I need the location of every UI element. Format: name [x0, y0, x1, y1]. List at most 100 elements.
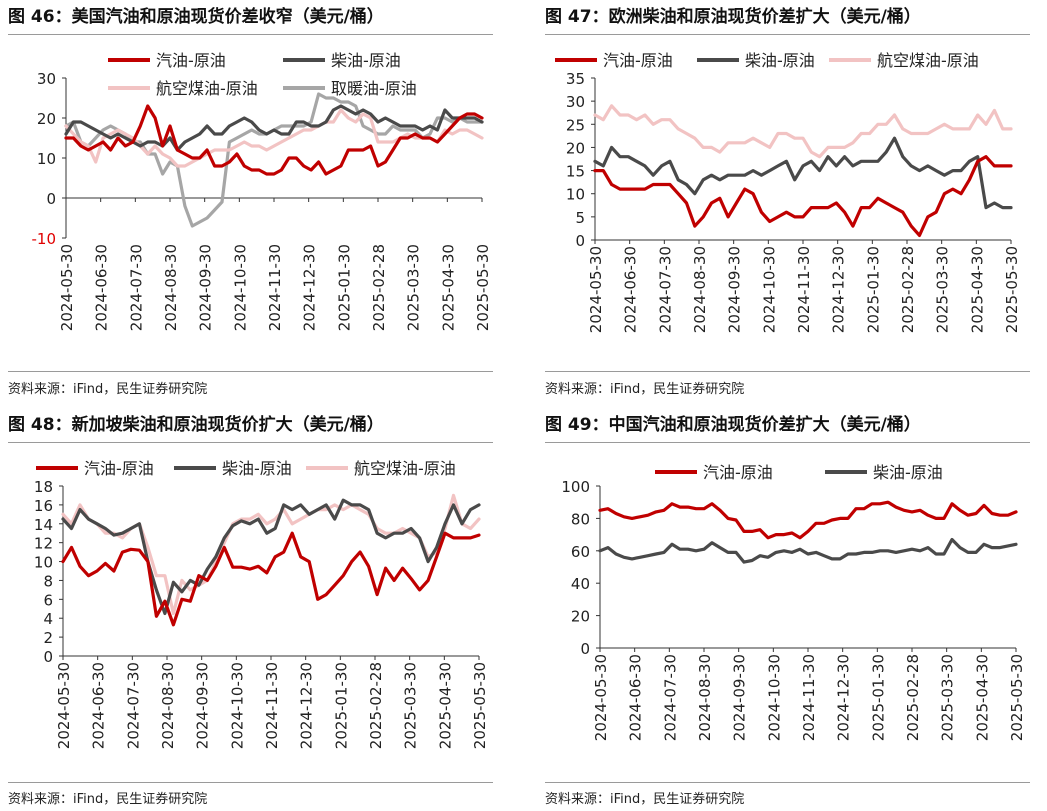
- chart-title: 图 49：中国汽油和原油现货价差扩大（美元/桶）: [545, 415, 921, 435]
- x-tick-label: 2024-09-30: [731, 654, 749, 741]
- x-tick-label: 2024-08-30: [696, 654, 714, 741]
- source-divider: [545, 371, 1030, 372]
- x-tick-label: 2024-12-30: [298, 662, 316, 749]
- source-note: 资料来源：iFind，民生证券研究院: [8, 382, 208, 397]
- y-tick-label: 10: [34, 554, 53, 572]
- chart-panel-48: 图 48：新加坡柴油和原油现货价扩大（美元/桶） 0 2 4 6 8 10 12 14 16 18…: [8, 408, 493, 811]
- legend-label: 航空煤油-原油: [877, 51, 979, 70]
- series-line-0: [61, 531, 481, 627]
- x-tick-label: 2024-11-30: [266, 244, 284, 331]
- x-tick-label: 2025-01-30: [332, 662, 350, 749]
- y-tick-label: -10: [32, 230, 57, 248]
- x-tick-label: 2025-01-30: [335, 244, 353, 331]
- chart-49-svg: 0 20 40 60 80 100 2024-05-30 2024-06-30 2024-07-…: [561, 463, 1026, 741]
- x-tick-label: 2024-12-30: [301, 244, 319, 331]
- x-tick-label: 2024-08-30: [691, 246, 709, 333]
- legend-label: 航空煤油-原油: [156, 79, 258, 98]
- x-tick-label: 2024-12-30: [835, 654, 853, 741]
- legend-label: 取暖油-原油: [331, 79, 417, 98]
- title-divider: [545, 34, 1030, 35]
- x-tick-label: 2025-03-30: [939, 654, 957, 741]
- chart-panel-49: 图 49：中国汽油和原油现货价差扩大（美元/桶） 0 20 40 60 80 100 202…: [545, 408, 1030, 811]
- x-tick-label: 2024-11-30: [795, 246, 813, 333]
- x-tick-label: 2025-05-30: [474, 244, 492, 331]
- title-divider: [8, 442, 493, 443]
- x-tick-label: 2024-07-30: [661, 654, 679, 741]
- y-tick-label: 2: [43, 629, 53, 647]
- chart-title: 图 47：欧洲柴油和原油现货价差扩大（美元/桶）: [545, 7, 921, 27]
- x-tick-label: 2025-05-30: [471, 662, 489, 749]
- legend-label: 汽油-原油: [84, 459, 154, 478]
- legend-label: 柴油-原油: [222, 459, 292, 478]
- y-tick-label: 80: [571, 510, 590, 528]
- y-tick-label: 40: [571, 575, 590, 593]
- y-tick-label: 0: [580, 640, 590, 658]
- x-tick-label: 2024-10-30: [231, 244, 249, 331]
- x-tick-label: 2025-02-28: [904, 654, 922, 741]
- legend-label: 柴油-原油: [873, 463, 943, 482]
- source-divider: [545, 782, 1030, 783]
- source-divider: [8, 371, 493, 372]
- x-tick-label: 2024-09-30: [726, 246, 744, 333]
- x-tick-label: 2025-05-30: [1003, 246, 1021, 333]
- x-tick-label: 2024-08-30: [162, 244, 180, 331]
- x-tick-label: 2024-08-30: [159, 662, 177, 749]
- x-tick-label: 2025-02-28: [367, 662, 385, 749]
- series-line-3: [64, 92, 484, 228]
- series-line-2: [593, 104, 1013, 159]
- x-tick-label: 2024-12-30: [830, 246, 848, 333]
- x-tick-label: 2024-11-30: [263, 662, 281, 749]
- source-note: 资料来源：iFind，民生证券研究院: [8, 792, 208, 807]
- x-tick-label: 2025-04-30: [968, 246, 986, 333]
- x-tick-label: 2025-04-30: [973, 654, 991, 741]
- x-tick-label: 2024-05-30: [55, 662, 73, 749]
- chart-title: 图 46：美国汽油和原油现货价差收窄（美元/桶）: [8, 7, 384, 27]
- x-tick-label: 2024-07-30: [127, 244, 145, 331]
- y-tick-label: 12: [34, 535, 53, 553]
- y-tick-label: 30: [37, 70, 56, 88]
- series-line-1: [593, 136, 1013, 210]
- series-line-2: [61, 493, 481, 616]
- x-tick-label: 2024-06-30: [622, 246, 640, 333]
- x-tick-label: 2025-03-30: [934, 246, 952, 333]
- title-divider: [8, 34, 493, 35]
- y-tick-label: 14: [34, 516, 53, 534]
- y-tick-label: 60: [571, 543, 590, 561]
- source-divider: [8, 782, 493, 783]
- y-tick-label: 10: [566, 186, 585, 204]
- x-tick-label: 2024-05-30: [58, 244, 76, 331]
- y-tick-label: 0: [575, 232, 585, 250]
- y-tick-label: 6: [43, 591, 53, 609]
- y-tick-label: 35: [566, 70, 585, 88]
- x-tick-label: 2025-02-28: [899, 246, 917, 333]
- legend-label: 汽油-原油: [603, 51, 673, 70]
- x-tick-label: 2025-05-30: [1008, 654, 1026, 741]
- y-tick-label: 5: [575, 209, 585, 227]
- series-line-0: [593, 155, 1013, 237]
- y-tick-label: 18: [34, 478, 53, 496]
- x-tick-label: 2024-05-30: [587, 246, 605, 333]
- x-tick-label: 2024-10-30: [760, 246, 778, 333]
- series-line-0: [598, 500, 1018, 540]
- chart-panel-47: 图 47：欧洲柴油和原油现货价差扩大（美元/桶） 0 5 10 15 20 25 30 35 2…: [545, 0, 1030, 405]
- x-tick-label: 2025-03-30: [402, 662, 420, 749]
- y-tick-label: 25: [566, 116, 585, 134]
- y-tick-label: 20: [566, 139, 585, 157]
- source-note: 资料来源：iFind，民生证券研究院: [545, 792, 745, 807]
- legend-label: 汽油-原油: [156, 51, 226, 70]
- chart-47-svg: 0 5 10 15 20 25 30 35 2024-05-30 2024-06-30 2024-0…: [555, 51, 1021, 333]
- x-tick-label: 2024-09-30: [197, 244, 215, 331]
- y-tick-label: 15: [566, 163, 585, 181]
- series-line-1: [61, 498, 481, 616]
- y-tick-label: 100: [561, 478, 590, 496]
- y-tick-label: 20: [571, 608, 590, 626]
- x-tick-label: 2025-01-30: [864, 246, 882, 333]
- y-tick-label: 0: [43, 648, 53, 666]
- title-divider: [545, 442, 1030, 443]
- y-tick-label: 8: [43, 572, 53, 590]
- source-note: 资料来源：iFind，民生证券研究院: [545, 382, 745, 397]
- series-line-1: [64, 104, 484, 152]
- y-tick-label: 10: [37, 150, 56, 168]
- series-line-1: [598, 537, 1018, 564]
